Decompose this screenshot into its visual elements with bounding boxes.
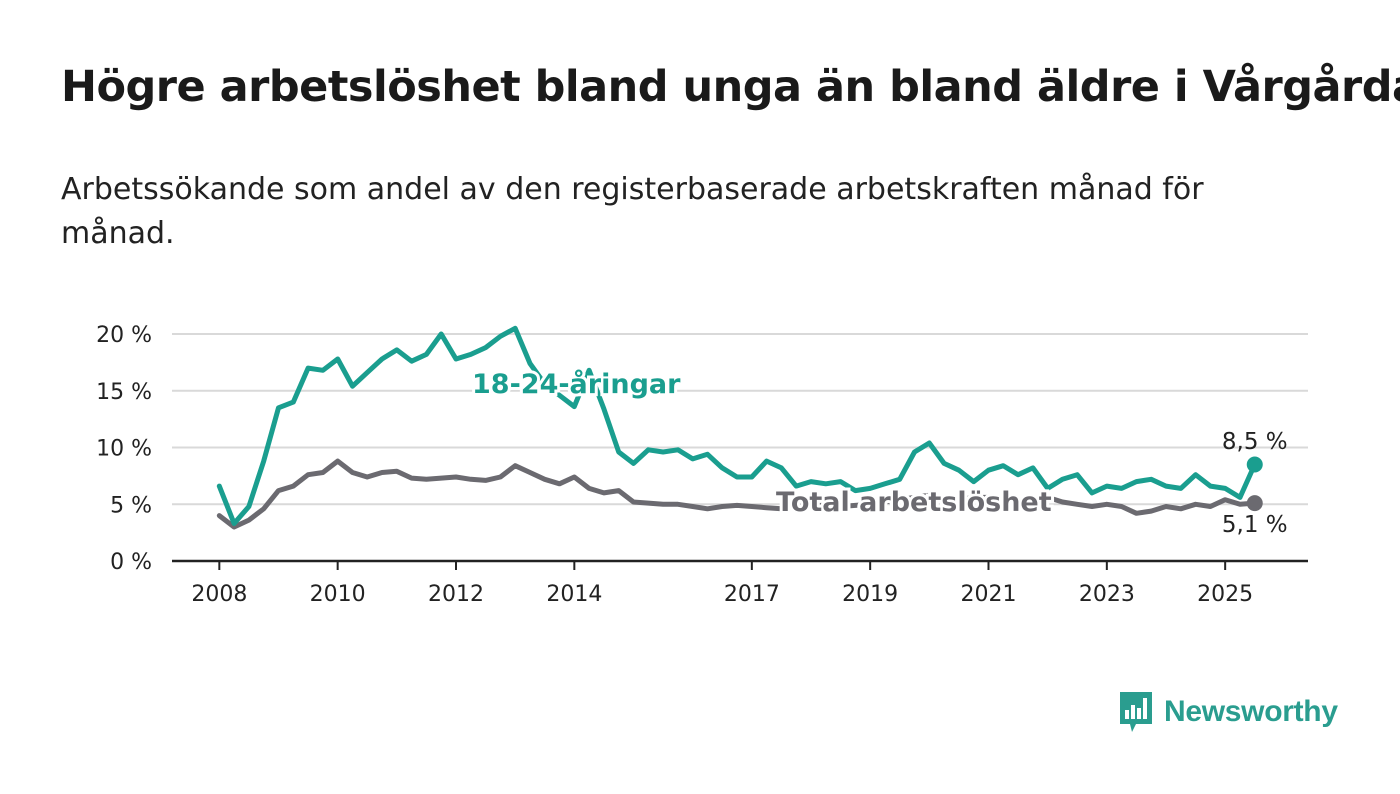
x-axis: 2008 2010 2012 2014 2017 2019 2021 2023 2025 [172, 559, 1308, 607]
series-labels: 18-24-åringar Total arbetslöshet 8,5 % 5,1 … [469, 365, 1288, 538]
end-label-youth: 8,5 % [1222, 429, 1288, 455]
x-tick-label: 2010 [310, 582, 366, 607]
x-tick-label: 2008 [191, 582, 247, 607]
x-tick-label: 2014 [546, 582, 602, 607]
x-tick-label: 2023 [1079, 582, 1135, 607]
brand-name: Newsworthy [1164, 695, 1338, 728]
y-tick-label: 0 % [110, 550, 152, 575]
endpoint-marker-youth [1246, 456, 1263, 473]
series-line-youth [216, 325, 1258, 526]
y-tick-label: 15 % [96, 380, 152, 405]
series-label-youth: 18-24-åringar [472, 368, 681, 400]
newsworthy-brand[interactable]: Newsworthy [1118, 690, 1338, 734]
newsworthy-logo-icon [1120, 692, 1152, 732]
x-tick-label: 2025 [1197, 582, 1253, 607]
endpoint-marker-total [1246, 495, 1263, 512]
chart-subtitle: Arbetssökande som andel av den registerb… [61, 172, 1204, 251]
y-tick-label: 5 % [110, 493, 152, 518]
series-lines [216, 325, 1263, 530]
x-tick-label: 2021 [961, 582, 1017, 607]
end-label-total: 5,1 % [1222, 512, 1288, 538]
series-line-total [216, 458, 1258, 530]
x-tick-label: 2017 [724, 582, 780, 607]
y-tick-label: 10 % [96, 437, 152, 462]
series-label-total: Total arbetslöshet [776, 487, 1052, 518]
y-axis-ticks: 0 % 5 % 10 % 15 % 20 % [96, 323, 152, 575]
y-tick-label: 20 % [96, 323, 152, 348]
chart-title: Högre arbetslöshet bland unga än bland ä… [61, 62, 1400, 112]
x-tick-label: 2019 [842, 582, 898, 607]
x-tick-label: 2012 [428, 582, 484, 607]
